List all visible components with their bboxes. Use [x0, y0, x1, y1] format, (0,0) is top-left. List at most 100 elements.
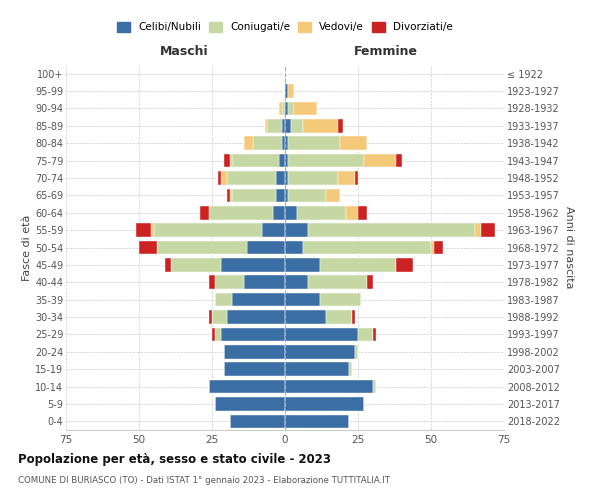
Bar: [274, 206, 285, 220]
Bar: [227, 310, 285, 324]
Bar: [355, 171, 358, 185]
Bar: [209, 380, 285, 394]
Bar: [294, 102, 317, 115]
Bar: [215, 293, 232, 306]
Y-axis label: Fasce di età: Fasce di età: [22, 214, 32, 280]
Bar: [358, 328, 373, 341]
Bar: [268, 119, 282, 132]
Bar: [396, 258, 413, 272]
Text: Femmine: Femmine: [354, 44, 418, 58]
Bar: [373, 380, 376, 394]
Bar: [282, 136, 285, 150]
Bar: [224, 345, 285, 358]
Bar: [279, 154, 285, 168]
Y-axis label: Anni di nascita: Anni di nascita: [563, 206, 574, 289]
Bar: [212, 310, 227, 324]
Bar: [285, 84, 288, 98]
Bar: [285, 258, 320, 272]
Bar: [265, 119, 268, 132]
Bar: [285, 345, 355, 358]
Bar: [244, 276, 285, 289]
Bar: [253, 136, 282, 150]
Bar: [346, 206, 358, 220]
Bar: [262, 224, 285, 237]
Bar: [285, 206, 296, 220]
Bar: [338, 119, 343, 132]
Bar: [136, 224, 151, 237]
Bar: [282, 119, 285, 132]
Bar: [215, 328, 221, 341]
Bar: [373, 328, 376, 341]
Bar: [338, 171, 355, 185]
Bar: [209, 206, 274, 220]
Bar: [232, 188, 276, 202]
Bar: [285, 397, 364, 410]
Bar: [139, 240, 157, 254]
Text: Maschi: Maschi: [160, 44, 209, 58]
Bar: [288, 84, 294, 98]
Bar: [288, 188, 326, 202]
Bar: [285, 171, 288, 185]
Bar: [302, 240, 431, 254]
Bar: [285, 380, 373, 394]
Bar: [431, 240, 434, 254]
Bar: [349, 362, 352, 376]
Bar: [481, 224, 495, 237]
Bar: [224, 154, 230, 168]
Bar: [475, 224, 481, 237]
Bar: [288, 102, 294, 115]
Bar: [358, 206, 367, 220]
Bar: [230, 188, 232, 202]
Bar: [209, 276, 215, 289]
Bar: [171, 258, 221, 272]
Bar: [218, 171, 221, 185]
Bar: [285, 328, 358, 341]
Text: COMUNE DI BURIASCO (TO) - Dati ISTAT 1° gennaio 2023 - Elaborazione TUTTITALIA.I: COMUNE DI BURIASCO (TO) - Dati ISTAT 1° …: [18, 476, 390, 485]
Bar: [285, 119, 291, 132]
Bar: [215, 276, 244, 289]
Bar: [285, 362, 349, 376]
Bar: [367, 276, 373, 289]
Bar: [326, 188, 340, 202]
Bar: [221, 258, 285, 272]
Bar: [285, 188, 288, 202]
Bar: [227, 171, 276, 185]
Bar: [230, 154, 232, 168]
Bar: [340, 136, 367, 150]
Bar: [282, 102, 285, 115]
Bar: [285, 276, 308, 289]
Bar: [302, 119, 338, 132]
Bar: [285, 224, 308, 237]
Bar: [285, 102, 288, 115]
Bar: [227, 188, 230, 202]
Bar: [352, 310, 355, 324]
Bar: [291, 119, 302, 132]
Bar: [285, 414, 349, 428]
Bar: [165, 258, 171, 272]
Bar: [320, 258, 396, 272]
Bar: [212, 328, 215, 341]
Bar: [308, 276, 367, 289]
Bar: [355, 345, 358, 358]
Bar: [285, 240, 302, 254]
Bar: [285, 310, 326, 324]
Bar: [288, 171, 338, 185]
Bar: [244, 136, 253, 150]
Bar: [279, 102, 282, 115]
Legend: Celibi/Nubili, Coniugati/e, Vedovi/e, Divorziati/e: Celibi/Nubili, Coniugati/e, Vedovi/e, Di…: [114, 19, 456, 36]
Bar: [285, 293, 320, 306]
Bar: [221, 171, 227, 185]
Bar: [230, 414, 285, 428]
Bar: [396, 154, 402, 168]
Bar: [157, 240, 247, 254]
Bar: [285, 136, 288, 150]
Bar: [232, 293, 285, 306]
Bar: [276, 171, 285, 185]
Text: Popolazione per età, sesso e stato civile - 2023: Popolazione per età, sesso e stato civil…: [18, 452, 331, 466]
Bar: [209, 310, 212, 324]
Bar: [276, 188, 285, 202]
Bar: [288, 154, 364, 168]
Bar: [288, 136, 340, 150]
Bar: [285, 154, 288, 168]
Bar: [200, 206, 209, 220]
